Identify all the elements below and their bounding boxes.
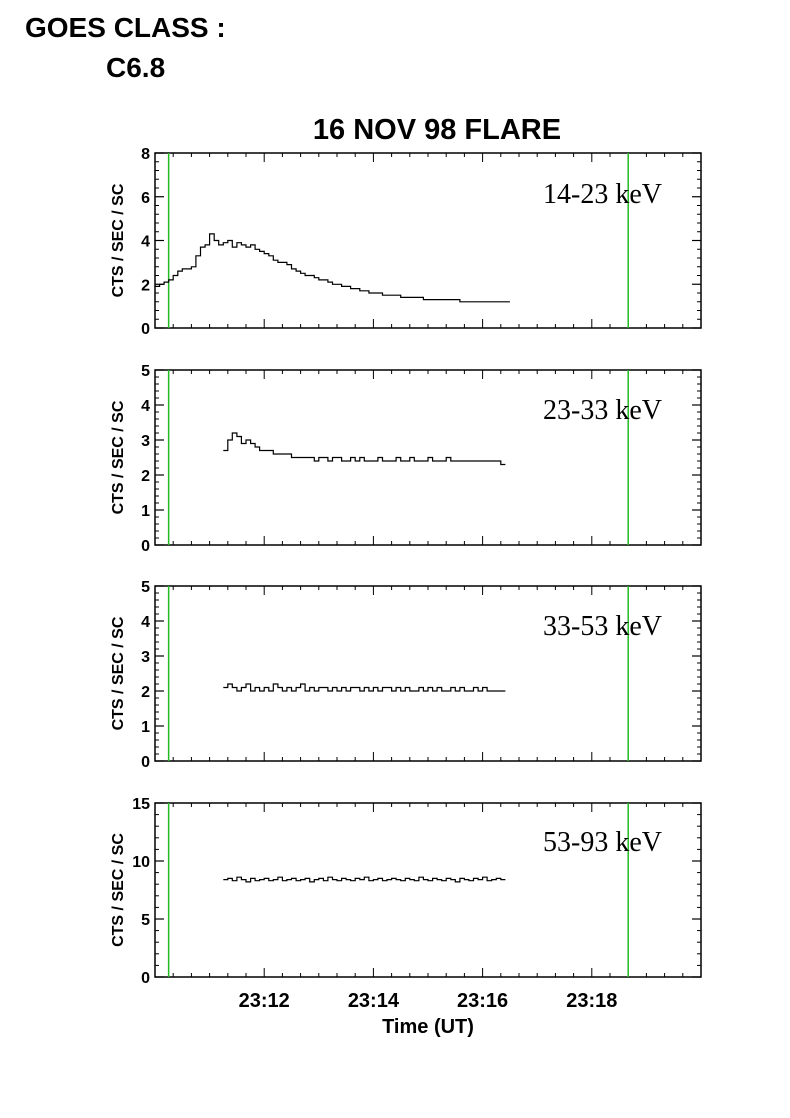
- y-axis-label: CTS / SEC / SC: [110, 616, 127, 730]
- y-axis-label: CTS / SEC / SC: [110, 833, 127, 947]
- y-tick-label: 4: [141, 614, 150, 631]
- x-tick-label: 23:14: [348, 990, 400, 1012]
- panel-2: 0 1 2 3 4 5 23-33 keV CTS / SEC / SC: [110, 363, 702, 555]
- y-tick-label: 2: [141, 684, 150, 701]
- chart-title: 16 NOV 98 FLARE: [313, 114, 561, 146]
- y-axis-label: CTS / SEC / SC: [110, 183, 127, 297]
- y-tick-label: 4: [141, 234, 150, 251]
- energy-band-label: 23-33 keV: [543, 395, 662, 426]
- y-tick-label: 2: [141, 468, 150, 485]
- y-tick-label: 0: [141, 538, 150, 555]
- energy-band-label: 33-53 keV: [543, 611, 662, 642]
- y-tick-label: 1: [141, 719, 150, 736]
- series-line-1: [223, 876, 506, 883]
- y-tick-label: 3: [141, 433, 150, 450]
- energy-band-label: 53-93 keV: [543, 827, 662, 858]
- series-line-1: [223, 683, 506, 692]
- y-tick-label: 2: [141, 277, 150, 294]
- y-tick-label: 3: [141, 649, 150, 666]
- y-tick-label: 6: [141, 190, 150, 207]
- panel-1: 0 2 4 6 8 14-23 keV CTS / SEC / SC: [110, 146, 702, 338]
- y-tick-label: 1: [141, 503, 150, 520]
- panel-group: 0 2 4 6 8 14-23 keV CTS / SEC / SC 0 1 2 3 4 5 23-33 …: [110, 146, 702, 987]
- panel-3: 0 1 2 3 4 5 33-53 keV CTS / SEC / SC: [110, 579, 702, 771]
- y-tick-label: 8: [141, 146, 150, 163]
- y-tick-label: 5: [141, 912, 150, 929]
- y-tick-label: 0: [141, 970, 150, 987]
- y-axis-label: CTS / SEC / SC: [110, 400, 127, 514]
- y-tick-label: 5: [141, 579, 150, 596]
- y-tick-label: 10: [132, 854, 150, 871]
- y-tick-label: 0: [141, 754, 150, 771]
- panel-4: 0 5 10 15 53-93 keV CTS / SEC / SC: [110, 796, 702, 987]
- x-tick-label: 23:18: [566, 990, 617, 1012]
- goes-class-label: GOES CLASS :: [25, 12, 226, 43]
- series-line-1: [223, 432, 506, 466]
- y-tick-label: 4: [141, 398, 150, 415]
- goes-class-value: C6.8: [106, 52, 166, 83]
- x-axis: 23:12 23:14 23:16 23:18: [239, 990, 618, 1012]
- y-tick-label: 0: [141, 321, 150, 338]
- y-tick-label: 5: [141, 363, 150, 380]
- x-axis-label: Time (UT): [382, 1016, 474, 1038]
- series-line-1: [155, 233, 510, 303]
- x-tick-label: 23:12: [239, 990, 290, 1012]
- y-tick-label: 15: [132, 796, 150, 813]
- energy-band-label: 14-23 keV: [543, 179, 662, 210]
- x-tick-label: 23:16: [457, 990, 508, 1012]
